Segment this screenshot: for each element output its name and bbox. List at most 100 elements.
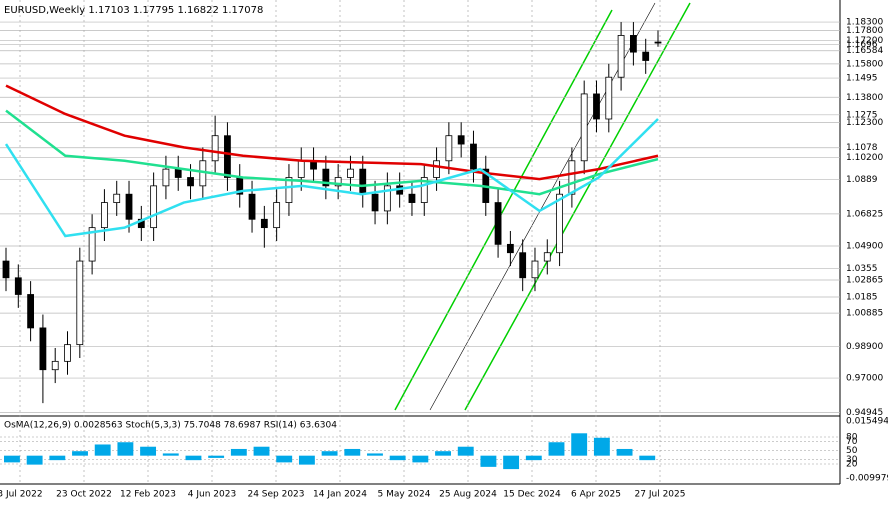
candle-body <box>359 168 367 195</box>
y-tick-label: 1.02865 <box>846 276 883 286</box>
level-label: 50 <box>846 446 858 456</box>
y-tick-label: 1.04900 <box>846 242 883 252</box>
osma-bar <box>321 451 338 456</box>
candle-body <box>150 185 158 229</box>
candle-body <box>285 177 293 203</box>
y-tick-label: 1.1495 <box>846 74 878 84</box>
x-tick-label: 6 Apr 2025 <box>571 490 621 500</box>
y-tick-label: 1.17800 <box>846 26 883 36</box>
osma-bar <box>344 448 361 456</box>
osma-bar <box>276 455 293 463</box>
channel-line <box>464 2 691 411</box>
candle-body <box>506 243 514 254</box>
osma-bar <box>230 448 247 456</box>
candle-body <box>531 260 539 279</box>
channel-line <box>394 9 613 411</box>
indicator-tick-label: -0.009979 <box>846 474 888 484</box>
candle-body <box>187 177 194 187</box>
osma-bar <box>4 455 20 463</box>
level-label: 80 <box>846 433 858 443</box>
y-tick-label: 1.0185 <box>846 292 878 302</box>
y-tick-label: 1.10200 <box>846 153 883 163</box>
y-tick-label: 1.00885 <box>846 309 883 319</box>
candle-body <box>593 93 600 120</box>
candle-body <box>408 193 416 203</box>
candle-body <box>27 294 35 329</box>
candle-body <box>14 277 22 295</box>
osma-bar <box>412 455 429 463</box>
moving-average <box>5 109 659 196</box>
y-tick-label: 1.18300 <box>846 18 883 28</box>
y-tick-label: 0.94945 <box>846 408 883 418</box>
osma-bar <box>571 433 588 456</box>
x-tick-label: 15 Dec 2024 <box>503 490 561 500</box>
candle-body <box>51 360 59 371</box>
candle-body <box>76 260 84 346</box>
chart-title: EURUSD,Weekly 1.17103 1.17795 1.16822 1.… <box>4 5 263 16</box>
x-tick-label: 3 Jul 2022 <box>0 490 43 500</box>
candle-body <box>383 185 391 212</box>
indicator-tick-label: 0.0154942 <box>846 417 888 427</box>
osma-bar <box>457 446 474 456</box>
candle-body <box>568 160 576 195</box>
y-tick-label: 1.12300 <box>846 118 883 128</box>
candle-body <box>433 160 440 178</box>
candle-body <box>543 252 551 262</box>
candle-body <box>605 76 613 120</box>
candle-body <box>162 168 170 187</box>
candle-body <box>457 135 465 145</box>
x-tick-label: 25 Aug 2024 <box>439 490 497 500</box>
candle-body <box>39 327 47 371</box>
x-tick-label: 4 Jun 2023 <box>188 490 236 500</box>
candle-body <box>101 202 108 229</box>
osma-bar <box>548 442 565 456</box>
level-label: 30 <box>846 455 858 465</box>
candle-body <box>224 135 231 178</box>
candle-body <box>519 252 527 279</box>
candle-body <box>494 202 502 245</box>
osma-bar <box>525 455 542 461</box>
moving-average <box>4 118 659 238</box>
candle-body <box>334 177 342 187</box>
y-tick-label: 1.1078 <box>846 143 878 153</box>
candle-body <box>260 218 268 229</box>
y-tick-label: 0.97000 <box>846 374 883 384</box>
osma-bar <box>140 446 157 456</box>
osma-bar <box>72 451 88 456</box>
level-label: 20 <box>846 460 858 470</box>
y-tick-label: 1.06825 <box>846 209 883 219</box>
osma-bar <box>162 453 179 456</box>
x-tick-label: 14 Jan 2024 <box>313 490 367 500</box>
candle-body <box>556 193 563 254</box>
y-tick-label: 1.16584 <box>846 46 883 56</box>
candle-body <box>580 93 588 162</box>
osma-bar <box>639 455 656 461</box>
y-tick-label: 1.0889 <box>846 175 878 185</box>
candle-body <box>371 193 379 212</box>
y-tick-label: 1.1275 <box>846 110 878 120</box>
candle-body <box>322 168 330 187</box>
candle-body <box>297 160 305 178</box>
candle-body <box>617 35 625 78</box>
osma-bar <box>49 455 66 461</box>
osma-bar <box>367 453 383 456</box>
indicator-label: OsMA(12,26,9) 0.0028563 Stoch(5,3,3) 75.… <box>4 421 337 431</box>
candle-body <box>347 168 354 178</box>
candle-body <box>174 168 182 178</box>
osma-bar <box>26 455 43 465</box>
osma-bar <box>208 455 225 458</box>
candle-body <box>629 35 637 53</box>
candle-body <box>445 135 453 162</box>
candle-body <box>88 227 96 262</box>
candle-body <box>642 51 650 61</box>
osma-bar <box>298 455 315 465</box>
moving-average <box>5 84 659 181</box>
y-tick-label: 0.98900 <box>846 342 883 352</box>
osma-bar <box>94 444 111 456</box>
y-tick-label: 1.0355 <box>846 264 878 274</box>
osma-bar <box>593 437 610 456</box>
candle-body <box>248 193 256 220</box>
y-tick-label: 1.13800 <box>846 93 883 103</box>
osma-bar <box>503 455 520 470</box>
